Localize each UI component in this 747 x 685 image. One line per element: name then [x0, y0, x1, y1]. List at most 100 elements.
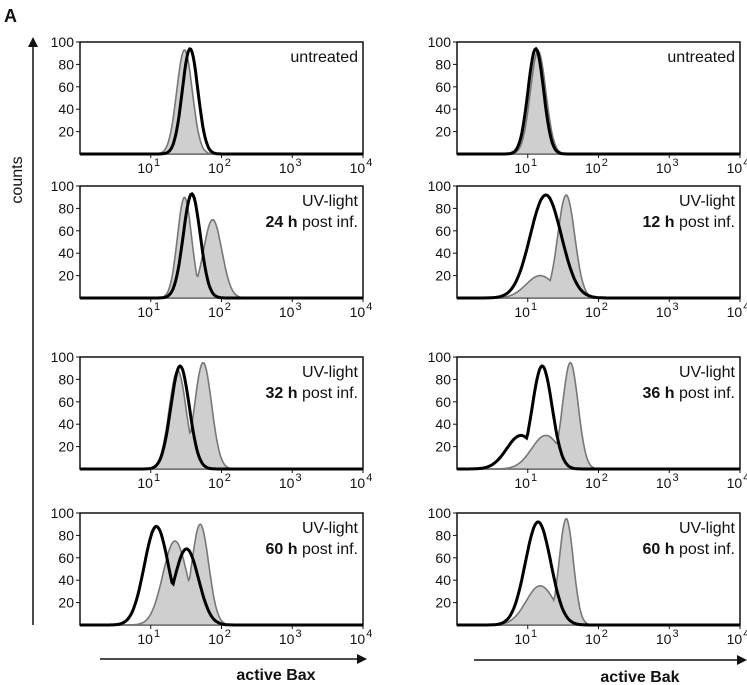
x-tick-label: 102 [208, 157, 231, 176]
y-tick-label: 20 [58, 124, 74, 140]
x-tick-label: 101 [514, 472, 537, 491]
filled-histogram [80, 196, 363, 299]
y-tick-label: 20 [58, 268, 74, 284]
y-tick-label: 80 [435, 527, 451, 543]
x-tick-label: 104 [350, 157, 373, 176]
panel-condition-label: UV-light [302, 193, 359, 210]
histogram-panel: 20 40 60 80 100 101 102 103 104 untreated [428, 34, 747, 176]
x-tick-label: 101 [514, 157, 537, 176]
x-tick-label: 101 [137, 628, 160, 647]
y-tick-label: 20 [435, 595, 451, 611]
panel-condition-label: 60 h post inf. [266, 541, 359, 558]
x-tick-label: 104 [727, 628, 747, 647]
panel-condition-label: 24 h post inf. [266, 214, 359, 231]
outline-histogram [457, 364, 740, 471]
x-tick-label: 102 [585, 301, 608, 320]
x-tick-label: 103 [279, 157, 302, 176]
y-tick-label: 60 [435, 550, 451, 566]
x-tick-label: 101 [137, 472, 160, 491]
y-tick-label: 60 [58, 550, 74, 566]
y-tick-label: 60 [58, 394, 74, 410]
y-tick-label: 40 [58, 416, 74, 432]
x-tick-label: 104 [727, 472, 747, 491]
histogram-panel: 20 40 60 80 100 101 102 103 104 UV-light 36 h post… [428, 349, 747, 491]
x-tick-label: 103 [656, 157, 679, 176]
x-tick-label: 104 [350, 628, 373, 647]
outline-histogram [457, 520, 740, 627]
x-tick-label: 103 [656, 628, 679, 647]
histogram-panel: 20 40 60 80 100 101 102 103 104 UV-light 60 h post… [428, 505, 747, 647]
x-tick-label: 102 [585, 157, 608, 176]
histogram-panel: 20 40 60 80 100 101 102 103 104 UV-light 32 h post… [51, 349, 373, 491]
y-tick-label: 20 [435, 124, 451, 140]
bax-axis-title: active Bax [236, 667, 315, 684]
histogram-panel: 20 40 60 80 100 101 102 103 104 UV-light 12 h post… [428, 178, 747, 320]
y-tick-label: 100 [428, 34, 452, 50]
panel-letter: A [4, 6, 17, 26]
y-tick-label: 100 [51, 349, 75, 365]
x-tick-label: 104 [350, 301, 373, 320]
x-tick-label: 101 [514, 628, 537, 647]
filled-histogram [457, 194, 740, 299]
panel-condition-label: UV-light [679, 364, 736, 381]
x-tick-label: 101 [137, 301, 160, 320]
x-tick-label: 104 [350, 472, 373, 491]
filled-histogram [457, 49, 740, 155]
x-tick-label: 101 [137, 157, 160, 176]
y-tick-label: 40 [435, 572, 451, 588]
x-tick-label: 103 [656, 472, 679, 491]
panel-condition-label: 32 h post inf. [266, 385, 359, 402]
histogram-panel: 20 40 60 80 100 101 102 103 104 untreated [51, 34, 373, 176]
x-tick-label: 102 [208, 628, 231, 647]
y-tick-label: 60 [435, 79, 451, 95]
y-tick-label: 40 [58, 245, 74, 261]
y-tick-label: 40 [58, 101, 74, 117]
x-tick-label: 102 [585, 628, 608, 647]
y-tick-label: 100 [428, 505, 452, 521]
x-tick-label: 103 [656, 301, 679, 320]
panel-condition-label: 12 h post inf. [643, 214, 736, 231]
panel-condition-label: UV-light [302, 364, 359, 381]
x-tick-label: 102 [208, 301, 231, 320]
x-tick-label: 104 [727, 157, 747, 176]
x-tick-label: 103 [279, 628, 302, 647]
counts-axis-label: counts [9, 156, 26, 203]
y-tick-label: 60 [435, 394, 451, 410]
y-tick-label: 100 [51, 34, 75, 50]
x-tick-label: 103 [279, 301, 302, 320]
y-tick-label: 80 [58, 371, 74, 387]
y-tick-label: 20 [58, 439, 74, 455]
outline-histogram [80, 524, 363, 627]
y-tick-label: 60 [435, 223, 451, 239]
panel-condition-label: 60 h post inf. [643, 541, 736, 558]
y-tick-label: 80 [58, 200, 74, 216]
y-tick-label: 80 [58, 527, 74, 543]
x-tick-label: 102 [585, 472, 608, 491]
panel-condition-label: untreated [290, 49, 358, 66]
panel-condition-label: untreated [667, 49, 735, 66]
y-tick-label: 60 [58, 223, 74, 239]
x-tick-label: 104 [727, 301, 747, 320]
bak-axis-title: active Bak [600, 669, 679, 685]
y-tick-label: 40 [435, 416, 451, 432]
y-tick-label: 40 [435, 245, 451, 261]
outline-histogram [80, 192, 363, 300]
y-tick-label: 40 [58, 572, 74, 588]
y-tick-label: 100 [51, 505, 75, 521]
y-tick-label: 60 [58, 79, 74, 95]
panel-condition-label: 36 h post inf. [643, 385, 736, 402]
y-tick-label: 80 [435, 200, 451, 216]
x-tick-label: 102 [208, 472, 231, 491]
y-tick-label: 100 [51, 178, 75, 194]
x-tick-label: 103 [279, 472, 302, 491]
y-tick-label: 80 [435, 56, 451, 72]
y-tick-label: 20 [58, 595, 74, 611]
panel-condition-label: UV-light [679, 520, 736, 537]
panel-condition-label: UV-light [679, 193, 736, 210]
outline-histogram [80, 364, 363, 471]
y-tick-label: 80 [58, 56, 74, 72]
y-tick-label: 80 [435, 371, 451, 387]
histogram-panel: 20 40 60 80 100 101 102 103 104 UV-light 24 h post… [51, 178, 373, 320]
y-tick-label: 40 [435, 101, 451, 117]
